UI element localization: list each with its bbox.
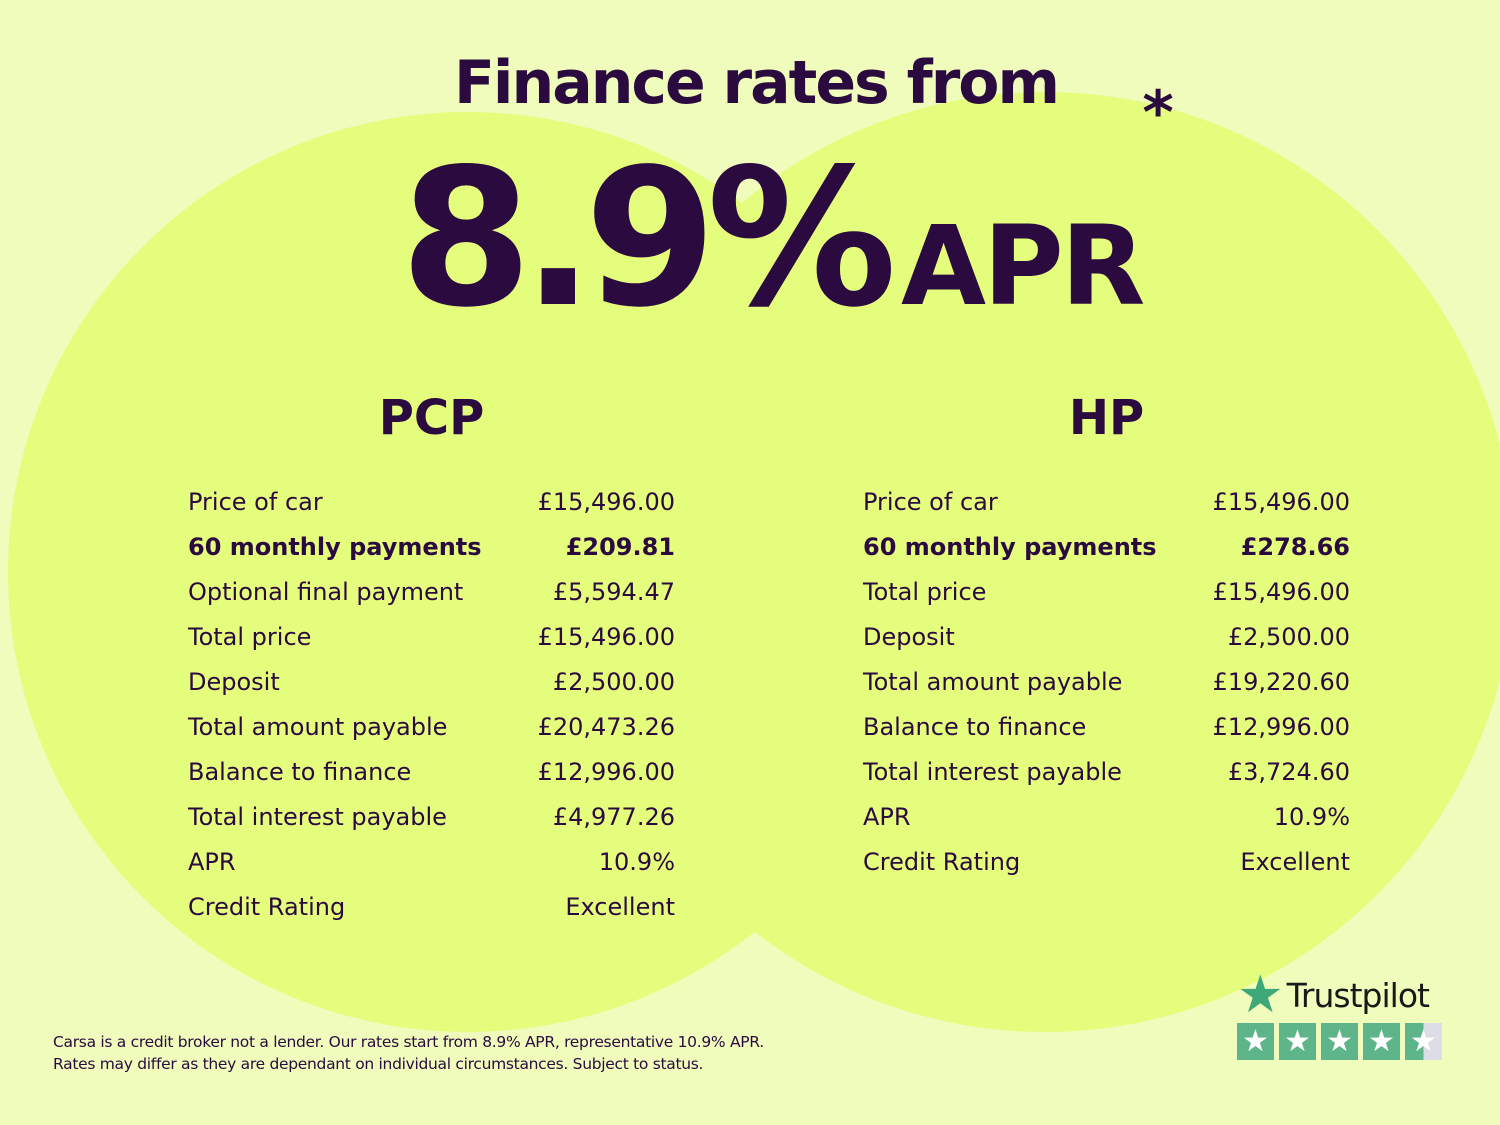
row-label: Balance to finance — [863, 713, 1087, 741]
table-row: 60 monthly payments £209.81 — [188, 525, 675, 570]
table-row: Credit Rating Excellent — [863, 840, 1350, 885]
row-label: Credit Rating — [863, 848, 1021, 876]
row-label: APR — [863, 803, 911, 831]
hp-table: HP Price of car £15,496.00 60 monthly paym… — [863, 390, 1350, 885]
row-label: Balance to finance — [188, 758, 412, 786]
row-value: £12,996.00 — [537, 758, 675, 786]
row-value: £15,496.00 — [1212, 488, 1350, 516]
table-row: Price of car £15,496.00 — [188, 480, 675, 525]
trustpilot-name: Trustpilot — [1286, 975, 1430, 1015]
table-row: 60 monthly payments £278.66 — [863, 525, 1350, 570]
trustpilot-rating: ★ ★ ★ ★ ★ — [1237, 1023, 1442, 1060]
row-label: 60 monthly payments — [188, 533, 482, 561]
row-value: £20,473.26 — [537, 713, 675, 741]
row-label: Deposit — [188, 668, 280, 696]
row-label: Optional final payment — [188, 578, 464, 606]
row-label: 60 monthly payments — [863, 533, 1157, 561]
row-label: Total price — [863, 578, 987, 606]
row-value: £209.81 — [565, 533, 675, 561]
row-value: £2,500.00 — [1227, 623, 1350, 651]
row-label: Total interest payable — [188, 803, 447, 831]
table-row: APR 10.9% — [863, 795, 1350, 840]
table-row: Balance to finance £12,996.00 — [188, 750, 675, 795]
row-label: Deposit — [863, 623, 955, 651]
table-row: Total interest payable £3,724.60 — [863, 750, 1350, 795]
rating-star-icon: ★ — [1405, 1023, 1442, 1060]
row-label: Price of car — [188, 488, 323, 516]
trustpilot-star-icon: ★ — [1237, 965, 1284, 1025]
table-row: Total interest payable £4,977.26 — [188, 795, 675, 840]
row-value: £2,500.00 — [552, 668, 675, 696]
rating-star-icon: ★ — [1279, 1023, 1316, 1060]
row-value: £19,220.60 — [1212, 668, 1350, 696]
row-value: Excellent — [565, 893, 675, 921]
row-value: £15,496.00 — [537, 488, 675, 516]
disclaimer-line-1: Carsa is a credit broker not a lender. O… — [53, 1033, 764, 1051]
disclaimer-line-2: Rates may differ as they are dependant o… — [53, 1055, 704, 1073]
trustpilot-logo: ★ Trustpilot — [1237, 965, 1442, 1025]
row-label: Total amount payable — [188, 713, 448, 741]
row-label: Total interest payable — [863, 758, 1122, 786]
decorative-circle-right — [575, 92, 1500, 1032]
table-row: Deposit £2,500.00 — [188, 660, 675, 705]
headline: Finance rates from — [453, 48, 1060, 118]
rate-unit: APR — [900, 202, 1145, 330]
hp-title: HP — [1068, 390, 1145, 446]
row-value: £12,996.00 — [1212, 713, 1350, 741]
rating-star-icon: ★ — [1363, 1023, 1400, 1060]
table-row: Optional final payment £5,594.47 — [188, 570, 675, 615]
row-value: £4,977.26 — [552, 803, 675, 831]
table-row: Total price £15,496.00 — [188, 615, 675, 660]
row-value: Excellent — [1240, 848, 1350, 876]
row-value: £5,594.47 — [552, 578, 675, 606]
rate-display: 8.9% APR * — [400, 78, 1174, 349]
row-label: Price of car — [863, 488, 998, 516]
rating-star-icon: ★ — [1321, 1023, 1358, 1060]
table-row: Total amount payable £20,473.26 — [188, 705, 675, 750]
table-row: Price of car £15,496.00 — [863, 480, 1350, 525]
row-value: 10.9% — [598, 848, 675, 876]
row-value: 10.9% — [1273, 803, 1350, 831]
pcp-title: PCP — [378, 390, 485, 446]
row-value: £15,496.00 — [537, 623, 675, 651]
row-label: Total amount payable — [863, 668, 1123, 696]
table-row: Balance to finance £12,996.00 — [863, 705, 1350, 750]
trustpilot-badge: ★ Trustpilot ★ ★ ★ ★ ★ — [1237, 965, 1442, 1060]
row-label: APR — [188, 848, 236, 876]
row-value: £3,724.60 — [1227, 758, 1350, 786]
pcp-table: PCP Price of car £15,496.00 60 monthly pay… — [188, 390, 675, 930]
rate-asterisk: * — [1142, 78, 1174, 148]
rate-value: 8.9% — [400, 128, 897, 349]
row-label: Credit Rating — [188, 893, 346, 921]
table-row: Total price £15,496.00 — [863, 570, 1350, 615]
table-row: APR 10.9% — [188, 840, 675, 885]
row-value: £278.66 — [1240, 533, 1350, 561]
table-row: Total amount payable £19,220.60 — [863, 660, 1350, 705]
rating-star-icon: ★ — [1237, 1023, 1274, 1060]
row-label: Total price — [188, 623, 312, 651]
disclaimer: Carsa is a credit broker not a lender. O… — [53, 1031, 764, 1075]
table-row: Deposit £2,500.00 — [863, 615, 1350, 660]
row-value: £15,496.00 — [1212, 578, 1350, 606]
table-row: Credit Rating Excellent — [188, 885, 675, 930]
